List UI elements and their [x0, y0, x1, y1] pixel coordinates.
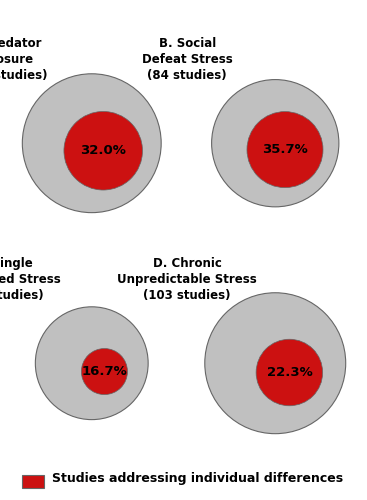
Circle shape	[64, 112, 142, 190]
Circle shape	[81, 348, 127, 395]
Text: 32.0%: 32.0%	[80, 144, 126, 158]
Text: Studies addressing individual differences: Studies addressing individual difference…	[51, 472, 343, 485]
Text: C. Single
Prolonged Stress
(66 studies): C. Single Prolonged Stress (66 studies)	[0, 257, 61, 302]
Bar	[22, 475, 44, 488]
Circle shape	[35, 307, 148, 420]
Text: 35.7%: 35.7%	[262, 143, 308, 156]
Circle shape	[205, 292, 346, 434]
Text: 16.7%: 16.7%	[81, 365, 127, 378]
Circle shape	[212, 80, 339, 207]
Circle shape	[256, 339, 323, 406]
Circle shape	[22, 74, 161, 212]
Text: 22.3%: 22.3%	[266, 366, 312, 379]
Text: D. Chronic
Unpredictable Stress
(103 studies): D. Chronic Unpredictable Stress (103 stu…	[117, 257, 257, 302]
Text: A. Predator
Exposure
(100 studies): A. Predator Exposure (100 studies)	[0, 37, 47, 82]
Circle shape	[247, 112, 323, 188]
Text: B. Social
Defeat Stress
(84 studies): B. Social Defeat Stress (84 studies)	[142, 37, 233, 82]
